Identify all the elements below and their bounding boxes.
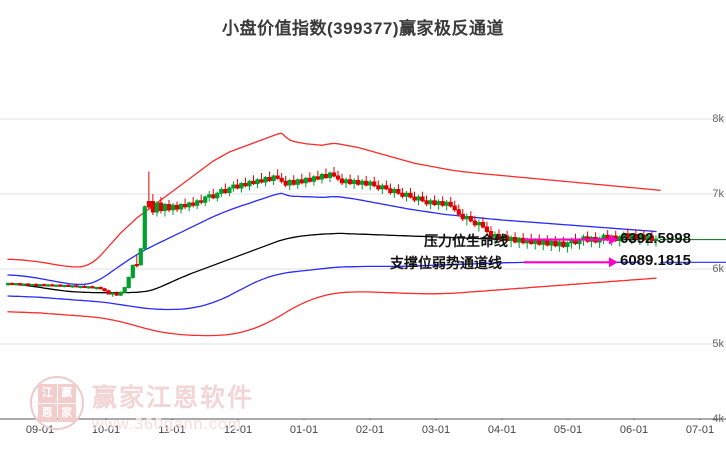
x-axis-tick-label: 10-01 — [91, 424, 121, 436]
annotation-value: 6392.5998 — [620, 229, 691, 247]
y-axis-tick-label: 8k — [712, 113, 724, 125]
page-title: 小盘价值指数(399377)赢家极反通道 — [221, 19, 505, 38]
chart-plot-area — [0, 60, 726, 420]
x-axis-tick-label: 03-01 — [421, 424, 451, 436]
y-axis-tick-label: 7k — [712, 188, 724, 200]
y-axis-tick-label: 5k — [712, 338, 724, 350]
annotation-value: 6089.1815 — [620, 252, 691, 270]
x-axis-tick-label: 05-01 — [553, 424, 583, 436]
chart-svg — [0, 118, 726, 420]
x-axis-tick-label: 09-01 — [25, 424, 55, 436]
x-axis-tick-label: 04-01 — [487, 424, 517, 436]
annotation-label: 压力位生命线 — [424, 232, 508, 249]
y-axis-tick-label: 6k — [712, 263, 724, 275]
x-axis-tick-label: 12-01 — [223, 424, 253, 436]
y-axis-tick-label: 4k — [712, 413, 724, 425]
x-axis-tick-label: 02-01 — [355, 424, 385, 436]
x-axis-tick-label: 01-01 — [289, 424, 319, 436]
x-axis-tick-label: 06-01 — [619, 424, 649, 436]
x-axis-tick-label: 07-01 — [685, 424, 715, 436]
x-axis-tick-label: 11-01 — [158, 424, 186, 436]
annotation-label: 支撑位弱势通道线 — [390, 255, 502, 272]
